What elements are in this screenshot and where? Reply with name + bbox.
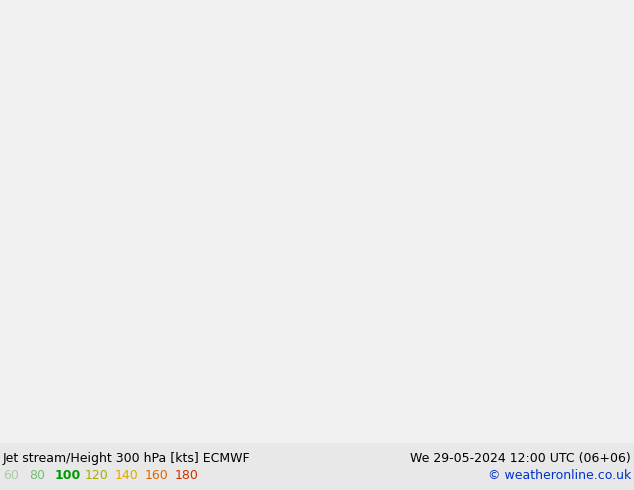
Text: 100: 100 [55, 469, 81, 482]
Text: 80: 80 [29, 469, 45, 482]
Text: © weatheronline.co.uk: © weatheronline.co.uk [488, 469, 631, 482]
Text: 180: 180 [175, 469, 199, 482]
Text: 140: 140 [115, 469, 139, 482]
Text: We 29-05-2024 12:00 UTC (06+06): We 29-05-2024 12:00 UTC (06+06) [410, 452, 631, 465]
Text: 120: 120 [85, 469, 109, 482]
Text: 60: 60 [3, 469, 19, 482]
Text: Jet stream/Height 300 hPa [kts] ECMWF: Jet stream/Height 300 hPa [kts] ECMWF [3, 452, 250, 465]
Text: 160: 160 [145, 469, 169, 482]
